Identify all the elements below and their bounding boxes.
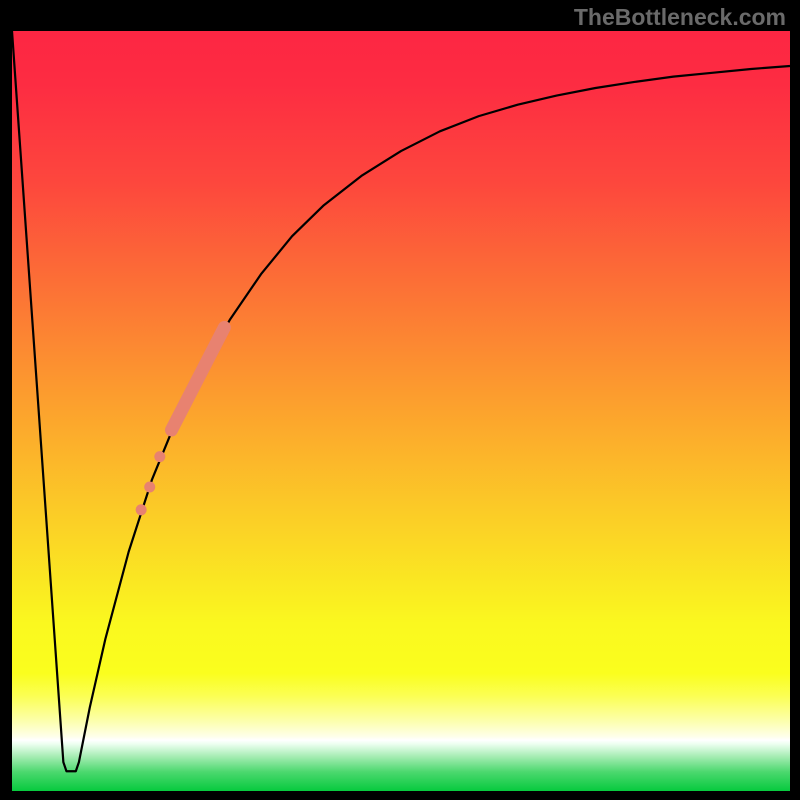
marker-dot-0	[136, 504, 147, 515]
watermark-text: TheBottleneck.com	[574, 4, 786, 31]
marker-dot-1	[144, 482, 155, 493]
marker-dot-2	[154, 451, 165, 462]
chart-container: TheBottleneck.com	[0, 0, 800, 800]
plot-area	[12, 31, 790, 791]
gradient-background	[12, 31, 790, 791]
